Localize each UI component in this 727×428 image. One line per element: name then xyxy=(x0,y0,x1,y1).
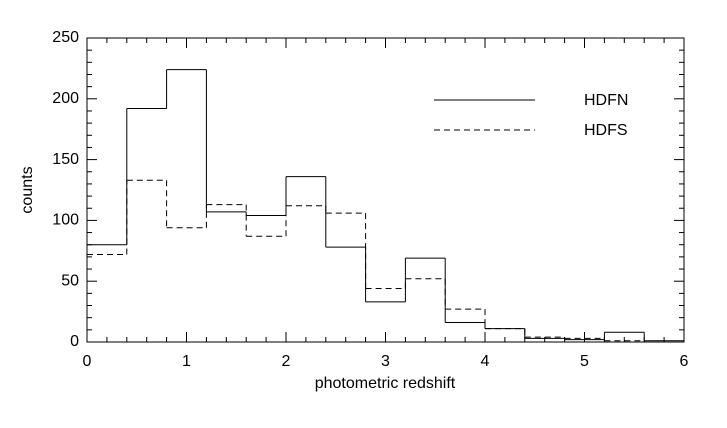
x-tick-label: 4 xyxy=(481,353,490,370)
x-tick-label: 1 xyxy=(182,353,191,370)
y-tick-label: 200 xyxy=(52,90,79,107)
x-tick-label: 5 xyxy=(580,353,589,370)
x-axis-label: photometric redshift xyxy=(315,375,456,392)
x-tick-label: 3 xyxy=(381,353,390,370)
x-tick-label: 6 xyxy=(680,353,689,370)
y-axis-label: counts xyxy=(19,166,36,213)
y-tick-label: 250 xyxy=(52,29,79,46)
y-tick-label: 0 xyxy=(70,333,79,350)
y-tick-label: 150 xyxy=(52,151,79,168)
legend-label: HDFS xyxy=(584,122,628,139)
y-tick-label: 100 xyxy=(52,212,79,229)
plot-frame xyxy=(86,37,685,343)
y-tick-label: 50 xyxy=(61,272,79,289)
legend-label: HDFN xyxy=(584,92,628,109)
x-tick-label: 0 xyxy=(83,353,92,370)
x-tick-label: 2 xyxy=(282,353,291,370)
